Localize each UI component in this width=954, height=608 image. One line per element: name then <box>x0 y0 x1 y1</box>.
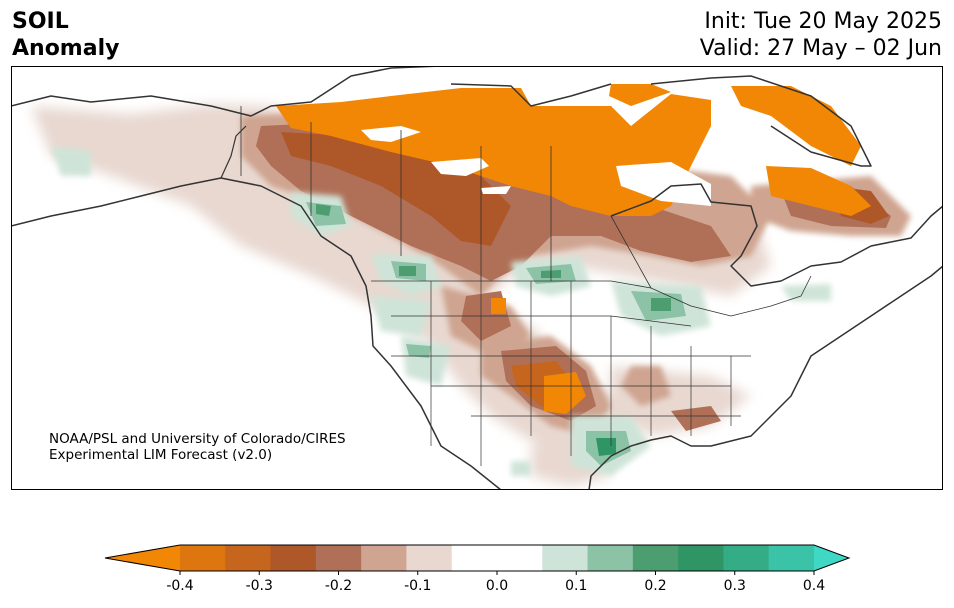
credit-line-2: Experimental LIM Forecast (v2.0) <box>49 447 273 463</box>
map-title: SOIL Anomaly <box>12 8 119 62</box>
colorbar-segment <box>451 545 498 571</box>
colorbar-segment <box>361 545 407 571</box>
colorbar-tick-label: 0.2 <box>644 578 667 594</box>
colorbar-segment <box>723 545 770 571</box>
colorbar-segment <box>542 545 589 571</box>
colorbar-segment <box>315 545 362 571</box>
anomaly-map <box>11 66 943 490</box>
colorbar <box>104 544 851 575</box>
colorbar-tick-label: 0.1 <box>565 578 588 594</box>
colorbar-tick-label: 0.3 <box>723 578 746 594</box>
colorbar-tick-label: 0.0 <box>485 578 509 594</box>
colorbar-tick-label: -0.1 <box>404 578 432 594</box>
colorbar-segment <box>678 545 724 571</box>
map-frame <box>11 66 943 490</box>
extreme-dry-region <box>276 84 871 414</box>
colorbar-tick-label: 0.4 <box>802 578 826 594</box>
coastlines <box>11 66 943 490</box>
colorbar-segment <box>225 545 272 571</box>
colorbar-segment <box>180 545 226 571</box>
colorbar-segment <box>497 545 543 571</box>
colorbar-tick-label: -0.2 <box>324 578 353 594</box>
no-data-patches <box>361 126 711 206</box>
colorbar-segment <box>406 545 453 571</box>
colorbar-extend-high <box>814 545 849 571</box>
anomaly-shading <box>31 84 911 486</box>
colorbar-tick-label: -0.4 <box>166 578 194 594</box>
credit-line-1: NOAA/PSL and University of Colorado/CIRE… <box>49 431 346 447</box>
colorbar-tick-label: -0.3 <box>245 578 273 594</box>
colorbar-segment <box>587 545 634 571</box>
colorbar-extend-low <box>105 545 180 571</box>
valid-date: Valid: 27 May – 02 Jun <box>699 36 942 61</box>
field-label: Anomaly <box>12 36 120 61</box>
credit-text: NOAA/PSL and University of Colorado/CIRE… <box>49 431 346 463</box>
date-info: Init: Tue 20 May 2025 Valid: 27 May – 02… <box>700 8 942 62</box>
colorbar-segment <box>632 545 679 571</box>
colorbar-segment <box>768 545 815 571</box>
strong-wet-region <box>316 204 671 456</box>
variable-label: SOIL <box>12 9 69 34</box>
init-date: Init: Tue 20 May 2025 <box>704 9 942 34</box>
colorbar-segment <box>270 545 317 571</box>
